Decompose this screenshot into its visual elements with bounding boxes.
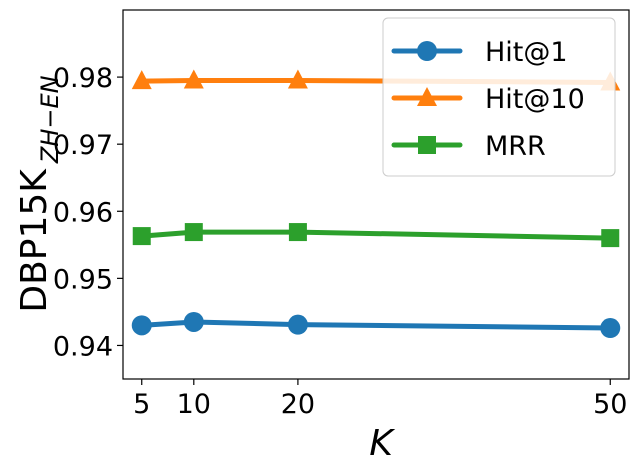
- legend-box: [382, 17, 616, 177]
- legend-entry-mrr: MRR: [391, 131, 546, 162]
- data-point-mrr: [132, 227, 151, 246]
- legend-marker: [418, 136, 436, 154]
- x-tick-label: 20: [281, 389, 315, 420]
- x-axis-ticks: 5 10 20 50: [133, 379, 627, 420]
- series-hit-1: [131, 311, 621, 339]
- data-point-mrr: [601, 229, 620, 248]
- y-axis-label-subscript: ZH−EN: [36, 75, 64, 164]
- data-point-hit-1: [131, 315, 152, 336]
- y-tick-label: 0.95: [53, 264, 113, 295]
- y-axis-label: DBP15K ZH−EN: [14, 75, 64, 312]
- data-point-hit-1: [287, 314, 308, 335]
- legend-entry-hit-10: Hit@10: [391, 84, 585, 115]
- data-point-hit-10: [287, 69, 308, 89]
- legend-label: Hit@10: [485, 84, 585, 115]
- y-tick-label: 0.96: [53, 197, 113, 228]
- data-point-hit-1: [183, 311, 204, 332]
- data-point-hit-1: [600, 318, 621, 339]
- x-tick-label: 50: [593, 389, 627, 420]
- series-mrr: [132, 223, 620, 248]
- data-point-hit-10: [183, 69, 204, 89]
- legend-entries: Hit@1 Hit@10 MRR: [391, 37, 585, 162]
- x-axis-label: K: [369, 423, 395, 464]
- x-tick-label: 5: [133, 389, 150, 420]
- x-tick-label: 10: [177, 389, 211, 420]
- y-tick-label: 0.97: [53, 130, 113, 161]
- legend-label: MRR: [485, 131, 546, 162]
- y-axis-ticks: 0.94 0.95 0.96 0.97 0.98: [53, 63, 123, 362]
- data-point-hit-10: [131, 70, 152, 90]
- legend-entry-hit-1: Hit@1: [391, 37, 568, 68]
- legend: Hit@1 Hit@10 MRR: [382, 17, 616, 177]
- series-line-mrr: [139, 229, 613, 241]
- legend-label: Hit@1: [485, 37, 568, 68]
- y-axis-label-main: DBP15K: [14, 168, 55, 313]
- data-point-mrr: [288, 223, 307, 242]
- series-line-hit-1: [139, 319, 613, 331]
- y-tick-label: 0.94: [53, 331, 113, 362]
- legend-marker: [417, 41, 437, 61]
- y-tick-label: 0.98: [53, 63, 113, 94]
- legend-marker: [417, 87, 437, 106]
- data-point-mrr: [184, 223, 203, 242]
